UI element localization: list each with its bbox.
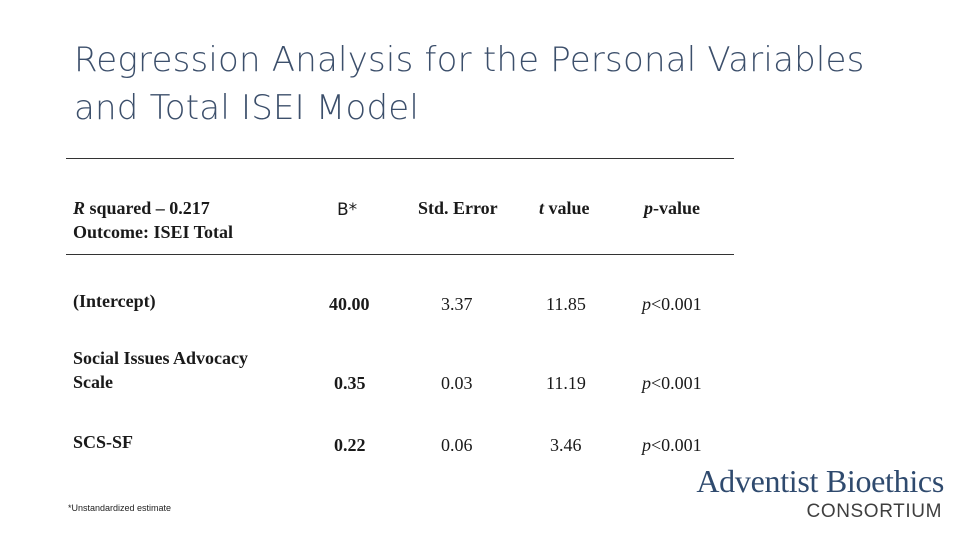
table-top-rule bbox=[66, 158, 734, 159]
row-t-value: 11.85 bbox=[546, 294, 586, 314]
row-p-text: <0.001 bbox=[651, 435, 702, 455]
row-p-symbol: p bbox=[642, 435, 651, 455]
row-b-value: 0.22 bbox=[334, 435, 366, 455]
row-p-value: p<0.001 bbox=[642, 371, 702, 395]
r-symbol: R bbox=[73, 198, 86, 218]
row-p-value: p<0.001 bbox=[642, 433, 702, 457]
row-b-value: 40.00 bbox=[329, 294, 370, 314]
table-header-rule bbox=[66, 254, 734, 255]
row-p-symbol: p bbox=[642, 294, 651, 314]
row-label: (Intercept) bbox=[73, 291, 156, 311]
row-label: Social Issues Advocacy bbox=[73, 348, 249, 368]
header-p-text: -value bbox=[653, 198, 700, 218]
header-model-cell: R squared – 0.217 bbox=[73, 196, 210, 220]
row-t-value: 11.19 bbox=[546, 373, 586, 393]
row-p-symbol: p bbox=[642, 373, 651, 393]
regression-table: R squared – 0.217 Outcome: ISEI Total B*… bbox=[66, 158, 734, 478]
logo-name: Adventist Bioethics bbox=[696, 463, 944, 499]
footnote: *Unstandardized estimate bbox=[68, 503, 172, 513]
organization-logo: Adventist Bioethics CONSORTIUM bbox=[652, 462, 944, 524]
header-p-symbol: p bbox=[644, 198, 653, 218]
row-p-value: p<0.001 bbox=[642, 292, 702, 316]
r-squared-text: squared – 0.217 bbox=[85, 198, 210, 218]
slide-title-line-2: and Total ISEI Model bbox=[74, 88, 419, 128]
row-label: SCS-SF bbox=[73, 432, 134, 452]
row-t-value: 3.46 bbox=[550, 435, 582, 455]
row-b-value: 0.35 bbox=[334, 373, 366, 393]
slide-title: Regression Analysis for the Personal Var… bbox=[74, 36, 934, 132]
header-b: B* bbox=[337, 200, 358, 220]
row-se-value: 3.37 bbox=[441, 294, 473, 314]
slide-title-line-1: Regression Analysis for the Personal Var… bbox=[74, 40, 865, 80]
logo-subtitle: CONSORTIUM bbox=[806, 501, 942, 522]
header-t-text: value bbox=[544, 198, 590, 218]
header-t-symbol: t bbox=[539, 198, 545, 218]
header-std-error: Std. Error bbox=[418, 198, 498, 218]
row-p-text: <0.001 bbox=[651, 373, 702, 393]
header-outcome: Outcome: ISEI Total bbox=[73, 222, 234, 242]
row-se-value: 0.03 bbox=[441, 373, 473, 393]
row-se-value: 0.06 bbox=[441, 435, 473, 455]
header-p-value: p-value bbox=[644, 196, 700, 220]
header-t-value: t value bbox=[539, 196, 590, 220]
row-label-continued: Scale bbox=[73, 372, 113, 392]
row-p-text: <0.001 bbox=[651, 294, 702, 314]
